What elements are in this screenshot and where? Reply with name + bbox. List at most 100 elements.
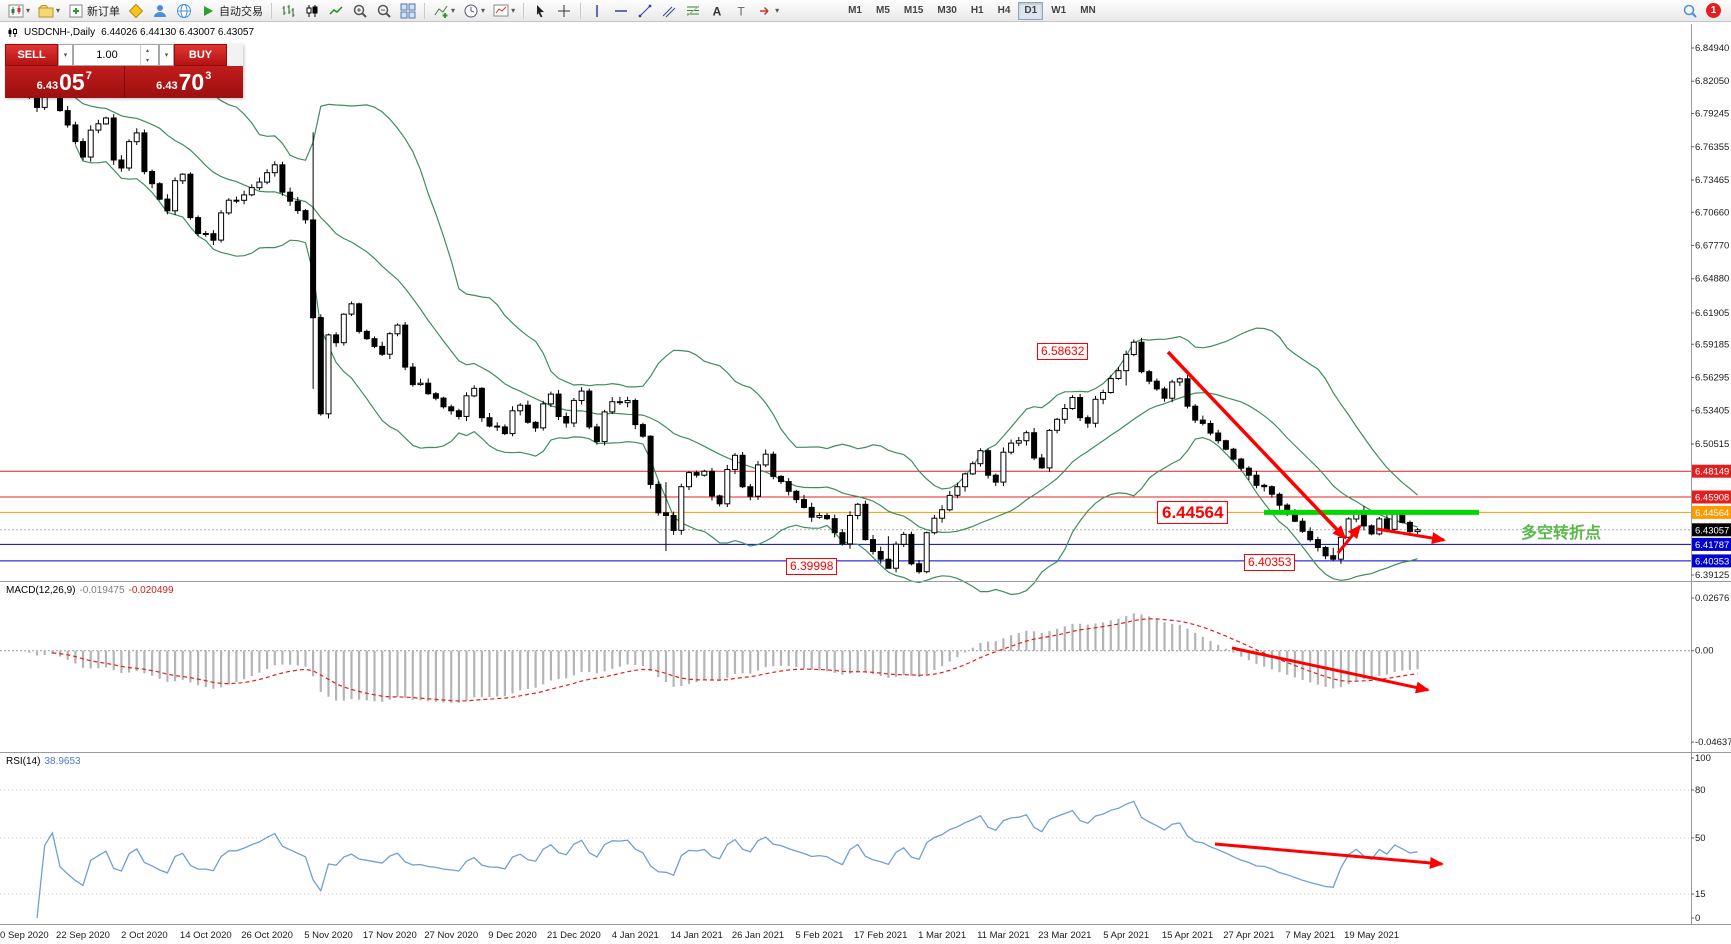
cursor-button[interactable] (528, 1, 552, 21)
rsi-name: RSI(14) (6, 756, 41, 767)
crosshair-button[interactable] (552, 1, 576, 21)
search-button[interactable] (1678, 1, 1702, 21)
sell-price-display[interactable]: 6.43 05 7 (5, 66, 124, 98)
peak-price-label[interactable]: 6.58632 (1037, 343, 1089, 360)
vertical-line-button[interactable] (585, 1, 609, 21)
annotation-arrows[interactable] (1166, 350, 1446, 869)
periods-button[interactable]: ▾ (459, 1, 489, 21)
date-axis-label: 4 Jan 2021 (612, 930, 659, 941)
metaeditor-button[interactable] (124, 1, 148, 21)
bar-chart-icon (282, 4, 295, 17)
buy-button[interactable]: BUY (174, 44, 227, 66)
rsi-line (36, 800, 1418, 919)
profiles-folder-icon (38, 4, 54, 17)
chevron-down-icon: ▾ (56, 5, 61, 15)
cursor-icon (537, 4, 545, 17)
toolbar-separator (580, 2, 582, 19)
trendline-button[interactable] (633, 1, 657, 21)
volume-down-icon[interactable]: ▾ (145, 57, 149, 64)
bar-chart-button[interactable] (276, 1, 300, 21)
price-level-badge-value: 6.45908 (1695, 493, 1729, 504)
zoom-out-button[interactable] (372, 1, 396, 21)
price-axis-label: 6.50515 (1695, 439, 1729, 450)
sell-price-big: 05 (59, 68, 85, 95)
timeframe-m1-button[interactable]: M1 (848, 5, 862, 16)
timeframe-h4-button[interactable]: H4 (997, 5, 1011, 16)
globe-icon (177, 3, 192, 18)
new-order-button[interactable]: 新订单 (64, 1, 124, 21)
feb-low-price-label[interactable]: 6.39998 (786, 558, 838, 575)
tile-windows-button[interactable] (396, 1, 420, 21)
templates-button[interactable]: ▾ (489, 1, 519, 21)
rsi-trend-arrow (1214, 842, 1444, 869)
date-axis-label: 7 May 2021 (1285, 930, 1335, 941)
text-button[interactable]: A (705, 1, 729, 21)
volume-up-icon[interactable]: ▴ (145, 47, 149, 54)
volume-stepper[interactable]: ▴ ▾ (140, 45, 154, 65)
macd-trend-arrow (1231, 646, 1430, 694)
zoom-in-button[interactable] (348, 1, 372, 21)
timeframe-m30-button[interactable]: M30 (937, 5, 957, 16)
channel-button[interactable] (657, 1, 681, 21)
timeframe-h1-button[interactable]: H1 (970, 5, 984, 16)
chevron-down-icon: ▾ (511, 5, 516, 15)
date-axis-label: 19 May 2021 (1344, 930, 1399, 941)
profiles-button[interactable]: ▾ (34, 1, 64, 21)
candles-layer (11, 53, 1421, 574)
volume-input[interactable] (74, 45, 140, 65)
autotrading-button[interactable]: 自动交易 (196, 1, 267, 21)
price-level-badge-value: 6.48149 (1695, 467, 1729, 478)
fibonacci-icon (686, 5, 700, 16)
mql5-button[interactable] (172, 1, 196, 21)
timeframe-m15-button[interactable]: M15 (903, 5, 924, 16)
line-chart-button[interactable] (324, 1, 348, 21)
sell-button[interactable]: SELL (5, 44, 58, 66)
date-axis-label: 5 Nov 2020 (304, 930, 353, 941)
date-axis-label: 26 Jan 2021 (732, 930, 784, 941)
chevron-down-icon: ▾ (451, 5, 456, 15)
text-icon: A (713, 4, 722, 18)
autotrading-label: 自动交易 (219, 5, 264, 18)
price-level-badge (1692, 554, 1731, 568)
timeframe-mn-button[interactable]: MN (1080, 5, 1096, 16)
date-axis-label: 27 Nov 2020 (424, 930, 478, 941)
horizontal-line-button[interactable] (609, 1, 633, 21)
level-price-label[interactable]: 6.44564 (1157, 501, 1229, 524)
vertical-line-icon (596, 4, 598, 17)
toolbar-separator (271, 2, 273, 19)
candlestick-chart-button[interactable] (300, 1, 324, 21)
indicators-icon (434, 5, 448, 18)
date-axis-label: 10 Sep 2020 (0, 930, 49, 941)
price-level-badge (1692, 505, 1731, 519)
price-axis-label: 6.61905 (1695, 308, 1729, 319)
new-chart-button[interactable]: ▾ (4, 1, 34, 21)
timeframe-toolbar: M1 M5 M15 M30 H1 H4 D1 W1 MN (841, 1, 1103, 20)
notification-badge[interactable]: 1 (1706, 3, 1721, 18)
arrows-tool-button[interactable]: ▾ (753, 1, 783, 21)
timeframe-m5-button[interactable]: M5 (876, 5, 890, 16)
bounce-arrow (1336, 524, 1362, 554)
green-support-line[interactable] (1264, 509, 1479, 515)
buy-price-display[interactable]: 6.43 70 3 (123, 66, 243, 98)
fibonacci-button[interactable] (681, 1, 705, 21)
label-button[interactable]: T (729, 1, 753, 21)
timeframe-w1-button[interactable]: W1 (1051, 5, 1067, 16)
community-button[interactable] (148, 1, 172, 21)
turning-point-label[interactable]: 多空转折点 (1521, 525, 1602, 542)
buy-options-dropdown[interactable]: ▾ (159, 44, 174, 66)
date-axis-label: 17 Nov 2020 (363, 930, 417, 941)
indicators-button[interactable]: ▾ (429, 1, 459, 21)
timeframe-d1-button[interactable]: D1 (1018, 1, 1044, 20)
horizontal-level-lines[interactable] (0, 470, 1691, 562)
price-level-badge (1692, 537, 1731, 551)
price-axis-label: 6.39125 (1695, 570, 1729, 581)
zoom-out-icon (377, 4, 391, 18)
sell-price-main: 6.43 (36, 80, 59, 92)
may-low-price-label[interactable]: 6.40353 (1244, 554, 1296, 571)
trendline-icon (638, 4, 652, 17)
person-icon (154, 4, 167, 17)
tile-windows-icon (400, 3, 416, 18)
sell-options-dropdown[interactable]: ▾ (58, 44, 73, 66)
